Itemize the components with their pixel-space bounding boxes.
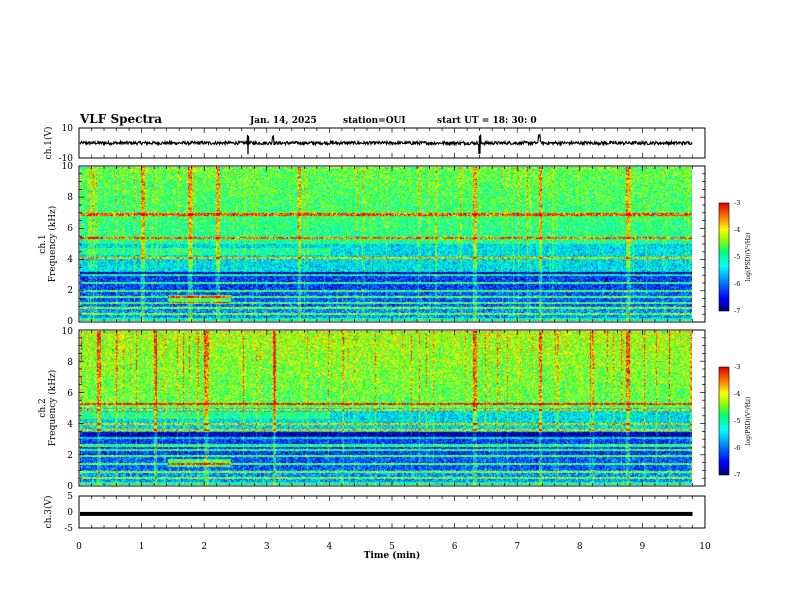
ch2-colorbar-frame <box>718 366 730 476</box>
ch2-spectrogram-yticks: 0 2 4 6 8 10 <box>62 327 74 492</box>
ch1-waveform-trace <box>79 133 693 155</box>
xtick-3: 3 <box>264 542 270 552</box>
ch1-spectrogram-ylabel-line1: ch.1 <box>38 234 48 253</box>
time-axis-labels: 0 1 2 3 4 5 6 7 8 9 10 <box>76 542 711 552</box>
xtick-5: 5 <box>389 542 395 552</box>
ch1-spectrogram-yticks: 0 2 4 6 8 10 <box>62 162 74 327</box>
ch2-cb-tick--4: -4 <box>734 390 740 398</box>
ch2-cb-tick--6: -6 <box>734 444 740 452</box>
ch1-spectrogram-ylabel-line2: Frequency (kHz) <box>47 206 58 283</box>
ch1-spectrogram-panel: 0 2 4 6 8 10 ch.1 Frequency (kHz) -3 -4 … <box>38 162 752 327</box>
ch1-freq-tick-4: 4 <box>67 255 73 265</box>
xtick-7: 7 <box>514 542 520 552</box>
ch1-freq-tick-2: 2 <box>67 286 73 296</box>
ch1-cb-tick--3: -3 <box>734 199 740 207</box>
ch1-cb-tick--4: -4 <box>734 226 740 234</box>
ch1-cb-tick--6: -6 <box>734 280 740 288</box>
ch3-ytick-0: 0 <box>67 508 73 518</box>
ch1-ytick-bottom: -10 <box>59 154 74 164</box>
ch1-waveform-ylabel: ch.1(V) <box>43 127 54 160</box>
xtick-6: 6 <box>452 542 458 552</box>
ch2-freq-tick-2: 2 <box>67 451 73 461</box>
xtick-9: 9 <box>640 542 646 552</box>
ch1-freq-tick-0: 0 <box>67 317 73 327</box>
start-time-label: start UT = 18: 30: 0 <box>437 116 537 126</box>
ch1-cb-tick--7: -7 <box>734 307 740 315</box>
ch2-colorbar <box>719 367 729 475</box>
ch3-ytick--5: -5 <box>64 524 73 534</box>
xtick-1: 1 <box>139 542 145 552</box>
ch1-freq-tick-6: 6 <box>67 224 73 234</box>
ch2-freq-tick-0: 0 <box>67 482 73 492</box>
ch2-spectrogram-ylabel-line2: Frequency (kHz) <box>47 370 58 447</box>
ch3-waveform-ylabel: ch.3(V) <box>43 496 54 529</box>
xtick-8: 8 <box>577 542 583 552</box>
ch1-ytick-top: 10 <box>62 124 74 134</box>
ch1-freq-tick-10: 10 <box>62 162 74 172</box>
ch2-cb-tick--7: -7 <box>734 471 740 479</box>
ch3-waveform-panel: 5 0 -5 ch.3(V) <box>43 492 706 534</box>
time-axis-ticks <box>78 128 706 528</box>
ch1-colorbar-label: log(PSD)(V²/Hz) <box>745 233 752 282</box>
figure-title: VLF Spectra <box>79 112 162 126</box>
ch1-colorbar-frame <box>718 202 730 312</box>
x-axis-label: Time (min) <box>364 550 421 561</box>
ch2-cb-tick--5: -5 <box>734 417 740 425</box>
ch2-freq-tick-8: 8 <box>67 358 73 368</box>
ch2-freq-tick-6: 6 <box>67 389 73 399</box>
ch2-spectrogram-image <box>80 331 692 485</box>
xtick-0: 0 <box>76 542 82 552</box>
ch1-colorbar <box>719 203 729 311</box>
ch3-ytick-5: 5 <box>67 492 73 502</box>
ch2-spectrogram-ylabel-line1: ch.2 <box>38 398 48 417</box>
ch2-colorbar-label: log(PSD)(V²/Hz) <box>745 397 752 446</box>
ch3-waveform-trace <box>80 511 693 516</box>
ch2-freq-tick-4: 4 <box>67 420 73 430</box>
xtick-10: 10 <box>699 542 711 552</box>
ch2-freq-tick-10: 10 <box>62 327 74 337</box>
xtick-2: 2 <box>201 542 207 552</box>
ch1-freq-tick-8: 8 <box>67 193 73 203</box>
ch1-cb-tick--5: -5 <box>734 253 740 261</box>
ch2-cb-tick--3: -3 <box>734 363 740 371</box>
date-label: Jan. 14, 2025 <box>249 116 317 126</box>
ch2-spectrogram-panel: 0 2 4 6 8 10 ch.2 Frequency (kHz) -3 -4 … <box>38 327 752 492</box>
station-label: station=OUI <box>343 116 406 126</box>
ch1-spectrogram-image <box>80 167 692 321</box>
xtick-4: 4 <box>327 542 333 552</box>
ch1-waveform-panel: 10 -10 ch.1(V) <box>43 124 706 164</box>
